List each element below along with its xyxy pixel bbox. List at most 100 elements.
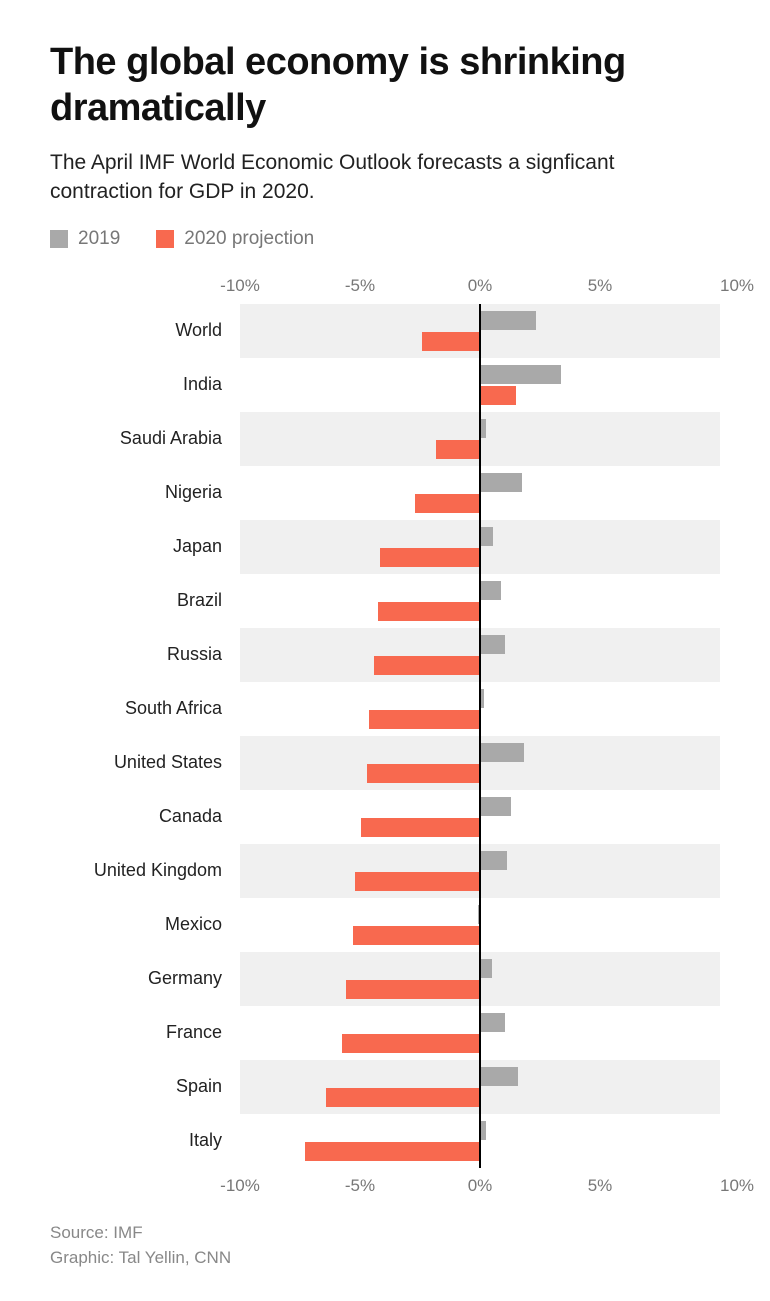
row-label: Mexico	[50, 898, 240, 952]
chart-row: Russia	[50, 628, 720, 682]
row-plot	[240, 466, 720, 520]
row-label: Nigeria	[50, 466, 240, 520]
bar-2020	[380, 548, 480, 567]
bar-2020	[422, 332, 480, 351]
chart-subtitle: The April IMF World Economic Outlook for…	[50, 149, 720, 206]
zero-line	[479, 628, 481, 682]
chart-row: United States	[50, 736, 720, 790]
row-plot	[240, 628, 720, 682]
zero-line	[479, 304, 481, 358]
zero-line	[479, 790, 481, 844]
bar-2019	[480, 473, 522, 492]
bar-2020	[367, 764, 480, 783]
bar-2019	[480, 959, 492, 978]
legend: 2019 2020 projection	[50, 228, 720, 250]
bar-2019	[480, 365, 561, 384]
row-plot	[240, 1060, 720, 1114]
row-label: Canada	[50, 790, 240, 844]
chart-row: Nigeria	[50, 466, 720, 520]
bar-2020	[346, 980, 480, 999]
zero-line	[479, 844, 481, 898]
bar-2019	[480, 311, 536, 330]
row-label: Russia	[50, 628, 240, 682]
zero-line	[479, 358, 481, 412]
bar-2020	[378, 602, 480, 621]
zero-line	[479, 1060, 481, 1114]
zero-line	[479, 466, 481, 520]
chart-row: Saudi Arabia	[50, 412, 720, 466]
axis-tick-label: 5%	[588, 276, 613, 295]
zero-line	[479, 1006, 481, 1060]
row-plot	[240, 736, 720, 790]
axis-tick-label: 0%	[468, 276, 493, 295]
row-plot	[240, 844, 720, 898]
bar-2019	[480, 581, 501, 600]
row-plot	[240, 1114, 720, 1168]
row-label: South Africa	[50, 682, 240, 736]
row-plot	[240, 358, 720, 412]
bar-2020	[436, 440, 480, 459]
zero-line	[479, 736, 481, 790]
bar-2019	[480, 1067, 518, 1086]
chart-row: Italy	[50, 1114, 720, 1168]
source-text: Source: IMF	[50, 1220, 720, 1246]
row-label: France	[50, 1006, 240, 1060]
axis-tick-label: -10%	[220, 1176, 260, 1195]
bar-2019	[480, 635, 505, 654]
bar-2019	[480, 1013, 505, 1032]
axis-tick-label: -5%	[345, 276, 375, 295]
row-label: Saudi Arabia	[50, 412, 240, 466]
credit-text: Graphic: Tal Yellin, CNN	[50, 1245, 720, 1271]
x-axis-bottom: -10%-5%0%5%10%	[240, 1176, 720, 1196]
row-plot	[240, 898, 720, 952]
zero-line	[479, 952, 481, 1006]
bar-2020	[369, 710, 480, 729]
axis-tick-label: 10%	[720, 276, 754, 295]
legend-item-2019: 2019	[50, 228, 120, 250]
legend-swatch-2020	[156, 230, 174, 248]
zero-line	[479, 520, 481, 574]
row-label: Spain	[50, 1060, 240, 1114]
chart-rows: WorldIndiaSaudi ArabiaNigeriaJapanBrazil…	[50, 304, 720, 1168]
zero-line	[479, 898, 481, 952]
bar-2020	[480, 386, 516, 405]
row-plot	[240, 1006, 720, 1060]
row-plot	[240, 412, 720, 466]
axis-tick-label: 10%	[720, 1176, 754, 1195]
bar-2019	[480, 797, 511, 816]
bar-2020	[415, 494, 480, 513]
chart-row: Canada	[50, 790, 720, 844]
bar-2020	[353, 926, 480, 945]
bar-2020	[342, 1034, 480, 1053]
bar-2020	[305, 1142, 480, 1161]
zero-line	[479, 574, 481, 628]
legend-item-2020: 2020 projection	[156, 228, 314, 250]
row-label: Brazil	[50, 574, 240, 628]
zero-line	[479, 1114, 481, 1168]
bar-2020	[361, 818, 480, 837]
legend-swatch-2019	[50, 230, 68, 248]
axis-tick-label: -10%	[220, 276, 260, 295]
chart-row: India	[50, 358, 720, 412]
legend-label-2019: 2019	[78, 228, 120, 250]
chart-title: The global economy is shrinking dramatic…	[50, 40, 720, 131]
row-label: World	[50, 304, 240, 358]
chart-row: Japan	[50, 520, 720, 574]
chart: -10%-5%0%5%10% WorldIndiaSaudi ArabiaNig…	[50, 276, 720, 1196]
bar-2019	[480, 527, 493, 546]
row-label: India	[50, 358, 240, 412]
chart-row: France	[50, 1006, 720, 1060]
chart-row: Brazil	[50, 574, 720, 628]
row-label: Japan	[50, 520, 240, 574]
axis-tick-label: 5%	[588, 1176, 613, 1195]
chart-row: South Africa	[50, 682, 720, 736]
chart-row: Germany	[50, 952, 720, 1006]
chart-footer: Source: IMF Graphic: Tal Yellin, CNN	[50, 1220, 720, 1271]
axis-tick-label: -5%	[345, 1176, 375, 1195]
chart-row: World	[50, 304, 720, 358]
row-plot	[240, 952, 720, 1006]
bar-2020	[355, 872, 480, 891]
x-axis-top: -10%-5%0%5%10%	[240, 276, 720, 296]
zero-line	[479, 412, 481, 466]
bar-2019	[480, 851, 507, 870]
